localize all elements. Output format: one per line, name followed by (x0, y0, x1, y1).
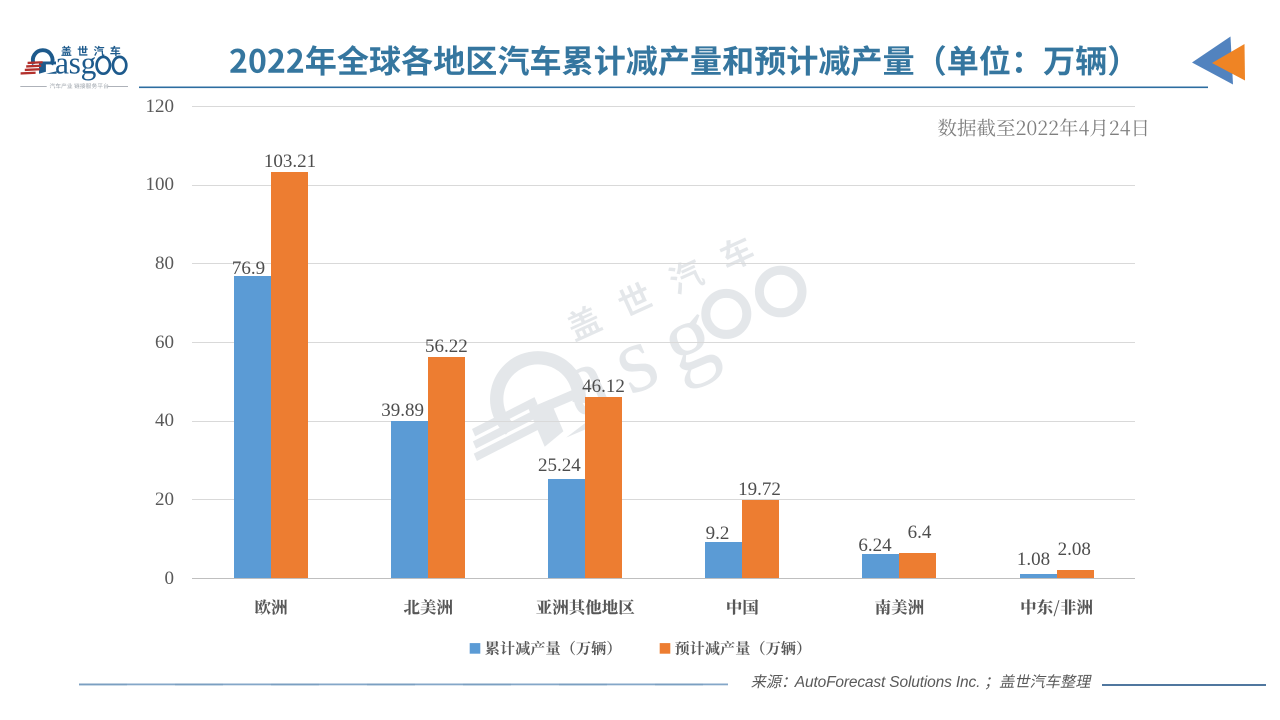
svg-text:AutoForecast Solutions Inc.: AutoForecast Solutions Inc. (794, 674, 981, 691)
svg-text:asg: asg (55, 46, 97, 81)
